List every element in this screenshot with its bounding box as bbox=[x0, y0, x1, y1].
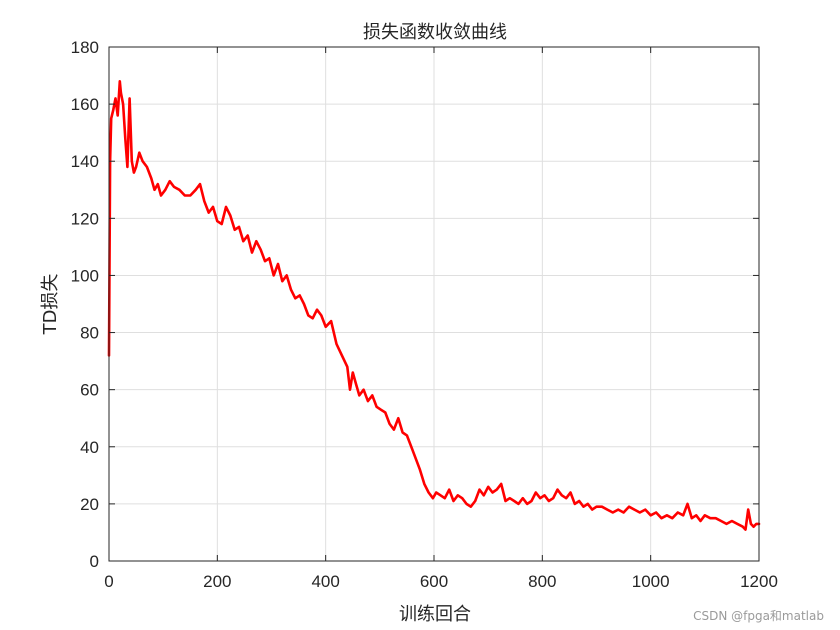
y-tick-label: 60 bbox=[80, 381, 99, 400]
x-tick-label: 1200 bbox=[740, 572, 778, 591]
x-axis-label: 训练回合 bbox=[399, 604, 471, 625]
loss-series-line bbox=[107, 80, 761, 531]
y-tick-label: 0 bbox=[90, 552, 99, 571]
y-tick-label: 80 bbox=[80, 324, 99, 343]
y-tick-label: 40 bbox=[80, 438, 99, 457]
x-tick-label: 400 bbox=[311, 572, 339, 591]
series-group bbox=[107, 80, 761, 531]
y-axis-ticks: 0 20 40 60 80 100 120 140 160 180 bbox=[71, 38, 759, 571]
x-tick-label: 0 bbox=[104, 572, 113, 591]
chart-title: 损失函数收敛曲线 bbox=[363, 22, 507, 43]
y-axis-label: TD损失 bbox=[40, 274, 61, 336]
x-axis-ticks: 0 200 400 600 800 1000 1200 bbox=[104, 47, 778, 591]
y-tick-label: 140 bbox=[71, 152, 99, 171]
y-tick-label: 120 bbox=[71, 209, 99, 228]
x-tick-label: 200 bbox=[203, 572, 231, 591]
x-tick-label: 600 bbox=[420, 572, 448, 591]
y-tick-label: 160 bbox=[71, 95, 99, 114]
y-tick-label: 180 bbox=[71, 38, 99, 57]
watermark: CSDN @fpga和matlab bbox=[693, 609, 824, 623]
y-tick-label: 20 bbox=[80, 495, 99, 514]
x-tick-label: 800 bbox=[528, 572, 556, 591]
x-tick-label: 1000 bbox=[632, 572, 670, 591]
y-tick-label: 100 bbox=[71, 266, 99, 285]
